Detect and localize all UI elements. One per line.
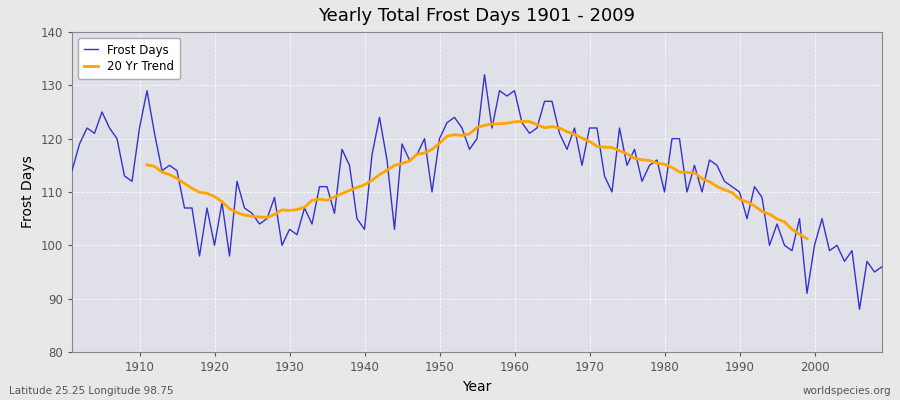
Line: 20 Yr Trend: 20 Yr Trend	[147, 121, 807, 239]
Frost Days	[607, 190, 617, 194]
20 Yr Trend	[209, 194, 220, 199]
Text: Latitude 25.25 Longitude 98.75: Latitude 25.25 Longitude 98.75	[9, 386, 174, 396]
Frost Days	[337, 147, 347, 152]
Title: Yearly Total Frost Days 1901 - 2009: Yearly Total Frost Days 1901 - 2009	[319, 7, 635, 25]
20 Yr Trend	[224, 206, 235, 211]
Text: worldspecies.org: worldspecies.org	[803, 386, 891, 396]
20 Yr Trend	[141, 162, 152, 167]
20 Yr Trend	[479, 123, 490, 128]
Frost Days	[509, 88, 520, 93]
Y-axis label: Frost Days: Frost Days	[21, 156, 35, 228]
Frost Days	[127, 179, 138, 184]
Line: Frost Days: Frost Days	[72, 75, 882, 309]
Frost Days	[479, 72, 490, 77]
Frost Days	[517, 120, 527, 125]
X-axis label: Year: Year	[463, 380, 491, 394]
Frost Days	[854, 307, 865, 312]
20 Yr Trend	[276, 208, 287, 212]
20 Yr Trend	[734, 197, 745, 202]
Frost Days	[67, 168, 77, 173]
Frost Days	[292, 232, 302, 237]
20 Yr Trend	[397, 161, 408, 166]
20 Yr Trend	[517, 119, 527, 124]
20 Yr Trend	[802, 236, 813, 241]
Frost Days	[877, 264, 887, 269]
Legend: Frost Days, 20 Yr Trend: Frost Days, 20 Yr Trend	[78, 38, 180, 79]
